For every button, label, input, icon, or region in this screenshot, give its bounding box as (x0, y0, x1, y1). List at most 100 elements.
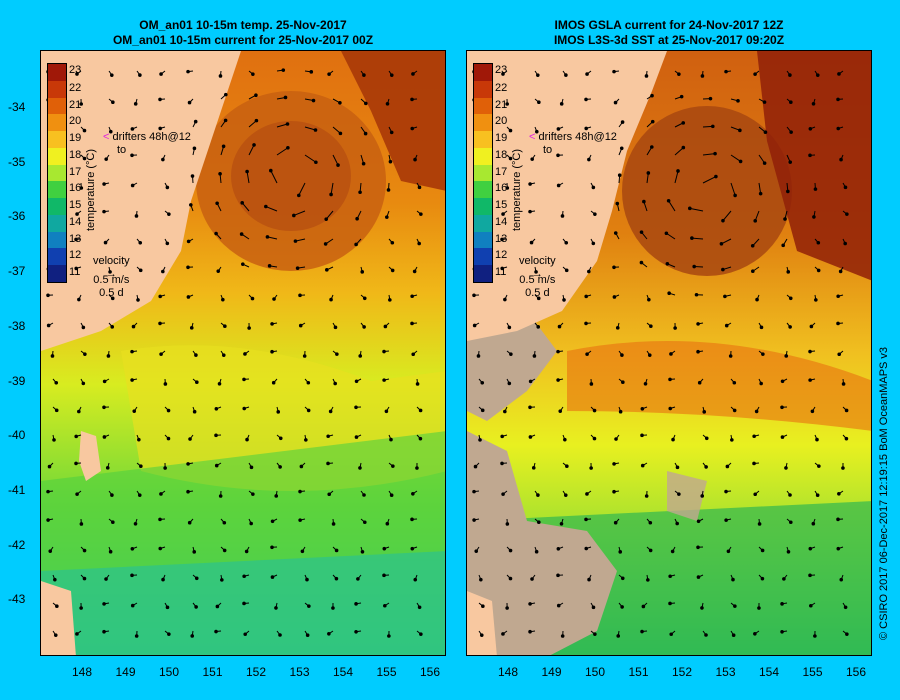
current-vector-head (102, 405, 106, 410)
current-vector-head (763, 130, 768, 135)
current-vector (730, 182, 736, 196)
current-vector-head (283, 95, 288, 100)
current-vector-head (648, 520, 653, 525)
current-vector-head (642, 199, 646, 204)
current-vector-head (163, 382, 168, 386)
current-vector-head (731, 633, 736, 638)
current-vector-head (222, 548, 227, 553)
current-vector-head (556, 349, 560, 354)
current-vector-head (130, 573, 134, 578)
current-vector-head (239, 232, 244, 236)
colorbar-segment (48, 164, 66, 182)
current-vector-head (111, 520, 115, 525)
current-vector-head (530, 577, 534, 581)
current-vector-head (79, 606, 83, 610)
current-vector-head (640, 433, 644, 438)
current-vector-head (82, 128, 87, 133)
current-vector-head (786, 270, 791, 274)
current-vector-head (617, 173, 622, 178)
current-vector-head (214, 433, 218, 438)
current-vector-head (218, 171, 222, 176)
colorbar-segment (48, 147, 66, 166)
current-vector-head (564, 268, 569, 273)
current-vector-head (702, 410, 707, 414)
left-model-map[interactable]: temperature (°C) < drifters 48h@12 to ve… (40, 50, 446, 656)
current-vector-head (681, 145, 686, 150)
current-vector-head (752, 461, 756, 466)
current-vector-head (843, 185, 848, 190)
left-drifters-line2: to (117, 144, 127, 156)
right-map-field (467, 51, 871, 655)
current-vector-head (613, 100, 618, 105)
current-vector-head (186, 239, 191, 244)
current-vector-head (808, 378, 812, 382)
current-vector-head (102, 209, 106, 214)
colorbar-segment (48, 198, 66, 216)
current-vector-head (298, 323, 303, 328)
current-vector-head (327, 72, 331, 76)
current-vector-head (278, 436, 283, 441)
current-vector-head (780, 405, 784, 410)
current-vector-head (528, 182, 532, 186)
current-vector-head (382, 378, 386, 382)
current-vector-head (46, 518, 50, 522)
current-vector-head (585, 492, 589, 496)
current-vector-head (704, 436, 709, 441)
current-vector-head (786, 189, 790, 194)
current-vector-head (389, 437, 393, 442)
right-drifters-line1: drifters 48h@12 (538, 131, 617, 143)
current-vector-head (192, 146, 197, 151)
drifter-marker-icon: < (103, 131, 110, 143)
current-vector-head (817, 464, 821, 468)
current-vector-head (843, 605, 848, 610)
current-vector-head (252, 143, 256, 147)
current-vector-head (472, 293, 476, 298)
colorbar-segment (48, 114, 66, 132)
current-vector-head (704, 465, 708, 469)
current-vector-head (300, 549, 305, 554)
current-vector-head (641, 604, 646, 609)
left-velocity-legend: velocity → 0.5 m/s 0.5 d (93, 255, 130, 300)
current-vector-head (385, 101, 390, 106)
current-vector-head (664, 231, 669, 236)
current-vector-head (837, 492, 841, 496)
colorbar-segment (474, 265, 492, 283)
current-vector-head (808, 546, 813, 551)
current-vector-head (811, 521, 816, 526)
current-vector-head (760, 576, 765, 581)
current-vector-head (618, 409, 623, 414)
current-vector-head (304, 438, 308, 442)
current-vector-head (560, 634, 565, 638)
colorbar-label: 20 (69, 115, 82, 128)
current-vector-head (500, 237, 504, 242)
current-vector-head (838, 269, 843, 274)
left-colorbar (47, 63, 67, 283)
current-vector-head (242, 574, 246, 579)
left-title-line1: OM_an01 10-15m temp. 25-Nov-2017 (139, 18, 347, 32)
right-observation-map[interactable]: temperature (°C) < drifters 48h@12 to ve… (466, 50, 872, 656)
current-vector-head (589, 382, 594, 386)
colorbar-segment (474, 181, 492, 199)
current-vector-head (726, 549, 731, 554)
current-vector-head (591, 605, 596, 610)
current-vector-head (354, 242, 358, 247)
current-vector-head (137, 437, 141, 442)
current-vector-head (158, 517, 162, 522)
colorbar-segment (48, 64, 66, 82)
current-vector-head (780, 629, 784, 634)
current-vector-head (813, 187, 818, 191)
longitude-tick-label: 151 (202, 665, 223, 679)
current-vector-head (329, 297, 333, 302)
current-vector-head (338, 100, 342, 105)
current-vector-head (52, 438, 56, 442)
colorbar-segment (474, 147, 492, 166)
current-vector-head (836, 97, 840, 102)
current-vector-head (781, 243, 785, 248)
current-vector-head (563, 493, 568, 497)
colorbar-segment (474, 97, 492, 115)
current-vector-head (327, 632, 331, 636)
current-vector-head (329, 192, 333, 197)
current-vector-head (419, 632, 423, 636)
current-vector-head (784, 466, 788, 470)
current-vector-head (245, 169, 249, 174)
